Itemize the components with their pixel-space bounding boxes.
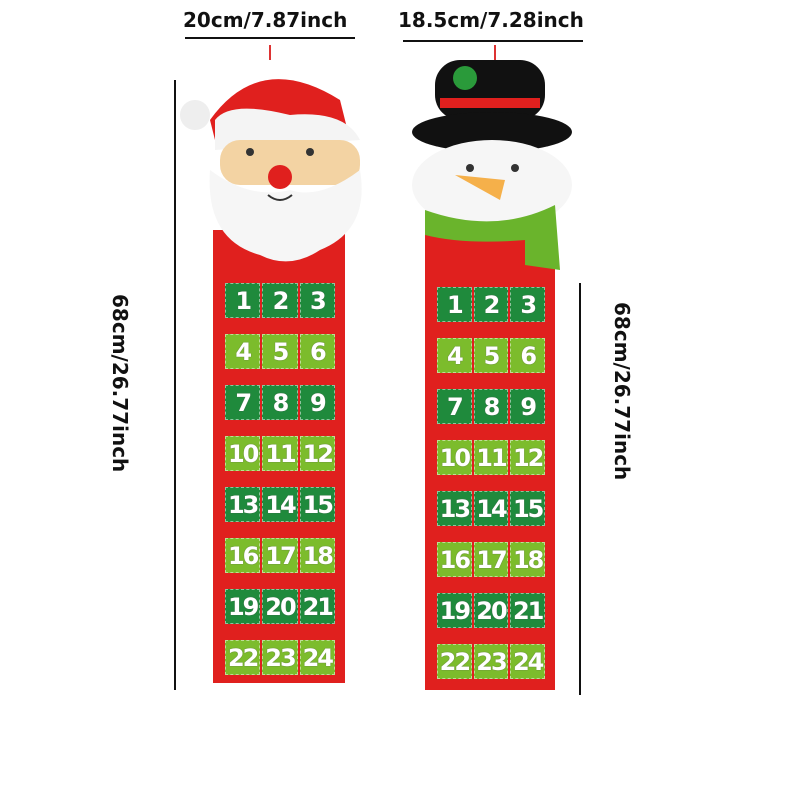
day-pocket[interactable]: 12 [510,440,546,475]
pocket-row: 13 14 15 [225,487,335,522]
day-pocket[interactable]: 22 [225,640,261,675]
day-pocket[interactable]: 3 [510,287,546,322]
day-pocket[interactable]: 17 [473,542,509,577]
santa-height-label: 68cm/26.77inch [108,294,132,473]
day-pocket[interactable]: 20 [262,589,298,624]
day-pocket[interactable]: 19 [437,593,472,628]
day-pocket[interactable]: 24 [299,640,335,675]
day-pocket[interactable]: 4 [437,338,472,373]
snowman-calendar: 1 2 3 4 5 6 7 8 9 10 11 12 13 14 15 16 17 18 19 20 21 22 23 24 [425,230,555,690]
day-pocket[interactable]: 16 [225,538,261,573]
day-pocket[interactable]: 12 [299,436,335,471]
day-pocket[interactable]: 23 [262,640,298,675]
day-pocket[interactable]: 9 [299,385,335,420]
day-pocket[interactable]: 19 [225,589,261,624]
day-pocket[interactable]: 18 [299,538,335,573]
day-pocket[interactable]: 15 [510,491,546,526]
day-pocket[interactable]: 5 [262,334,298,369]
snowman-height-line [579,283,581,695]
pocket-row: 19 20 21 [225,589,335,624]
day-pocket[interactable]: 6 [510,338,546,373]
day-pocket[interactable]: 7 [437,389,472,424]
day-pocket[interactable]: 24 [510,644,546,679]
day-pocket[interactable]: 5 [473,338,509,373]
snowman-width-label: 18.5cm/7.28inch [398,8,584,32]
day-pocket[interactable]: 21 [299,589,335,624]
pocket-row: 16 17 18 [225,538,335,573]
day-pocket[interactable]: 14 [473,491,509,526]
santa-height-line [174,80,176,690]
day-pocket[interactable]: 16 [437,542,472,577]
day-pocket[interactable]: 3 [299,283,335,318]
snowman-width-arrow [403,40,583,42]
santa-head-icon [180,45,362,262]
day-pocket[interactable]: 15 [299,487,335,522]
day-pocket[interactable]: 18 [510,542,546,577]
day-pocket[interactable]: 1 [225,283,261,318]
day-pocket[interactable]: 10 [225,436,261,471]
pocket-row: 13 14 15 [437,491,546,526]
pocket-row: 16 17 18 [437,542,546,577]
pocket-row: 22 23 24 [225,640,335,675]
day-pocket[interactable]: 9 [510,389,546,424]
day-pocket[interactable]: 1 [437,287,472,322]
day-pocket[interactable]: 11 [473,440,509,475]
day-pocket[interactable]: 11 [262,436,298,471]
day-pocket[interactable]: 13 [437,491,472,526]
day-pocket[interactable]: 6 [299,334,335,369]
day-pocket[interactable]: 20 [473,593,509,628]
pocket-row: 19 20 21 [437,593,546,628]
snowman-head-icon [412,45,572,270]
snowman-height-label: 68cm/26.77inch [610,302,634,481]
day-pocket[interactable]: 4 [225,334,261,369]
day-pocket[interactable]: 17 [262,538,298,573]
pocket-row: 22 23 24 [437,644,546,679]
day-pocket[interactable]: 23 [473,644,509,679]
santa-width-arrow [185,37,355,39]
day-pocket[interactable]: 2 [473,287,509,322]
day-pocket[interactable]: 8 [262,385,298,420]
day-pocket[interactable]: 2 [262,283,298,318]
day-pocket[interactable]: 10 [437,440,472,475]
day-pocket[interactable]: 22 [437,644,472,679]
day-pocket[interactable]: 7 [225,385,261,420]
day-pocket[interactable]: 14 [262,487,298,522]
day-pocket[interactable]: 13 [225,487,261,522]
pocket-row: 10 11 12 [437,440,546,475]
day-pocket[interactable]: 21 [510,593,546,628]
pocket-row: 10 11 12 [225,436,335,471]
santa-calendar: 1 2 3 4 5 6 7 8 9 10 11 12 13 14 15 16 17 18 19 20 21 22 23 24 [213,230,345,683]
day-pocket[interactable]: 8 [473,389,509,424]
santa-width-label: 20cm/7.87inch [183,8,348,32]
